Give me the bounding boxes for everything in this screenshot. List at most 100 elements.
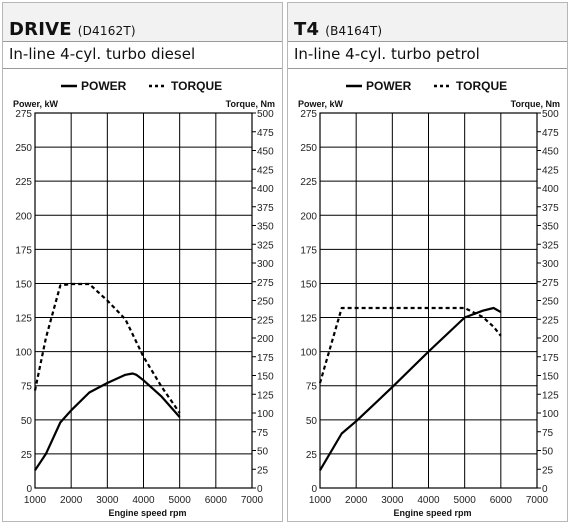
legend-torque-label: TORQUE bbox=[171, 79, 222, 93]
engine-name: DRIVE (D4162T) bbox=[9, 19, 136, 40]
y-left-tick-label: 250 bbox=[15, 143, 32, 154]
x-tick-label: 7000 bbox=[241, 495, 264, 506]
y-left-tick-label: 0 bbox=[311, 484, 317, 495]
y-left-tick-label: 250 bbox=[300, 143, 317, 154]
y-right-tick-label: 375 bbox=[542, 203, 559, 214]
y-left-tick-label: 50 bbox=[306, 416, 318, 427]
y-right-axis-label: Torque, Nm bbox=[226, 99, 275, 109]
y-right-tick-label: 50 bbox=[257, 447, 269, 458]
y-left-tick-label: 100 bbox=[300, 348, 317, 359]
y-right-tick-label: 400 bbox=[542, 184, 559, 195]
y-right-tick-label: 175 bbox=[542, 353, 559, 364]
power-series-line bbox=[319, 306, 502, 471]
legend-power-label: POWER bbox=[366, 79, 412, 93]
y-right-axis-label: Torque, Nm bbox=[511, 99, 560, 109]
torque-series-line bbox=[318, 306, 502, 384]
engine-code: (D4162T) bbox=[77, 24, 136, 38]
y-right-tick-label: 350 bbox=[542, 222, 559, 233]
y-right-tick-label: 325 bbox=[257, 240, 274, 251]
y-right-tick-label: 225 bbox=[542, 315, 559, 326]
x-tick-label: 1000 bbox=[24, 495, 47, 506]
t4-engine-panel: T4 (B4164T) In-line 4-cyl. turbo petrol P… bbox=[287, 2, 568, 522]
y-left-tick-label: 25 bbox=[306, 450, 318, 461]
y-right-tick-label: 100 bbox=[257, 409, 274, 420]
x-tick-label: 4000 bbox=[417, 495, 440, 506]
x-tick-label: 5000 bbox=[169, 495, 192, 506]
y-left-tick-label: 175 bbox=[300, 245, 317, 256]
y-right-tick-label: 150 bbox=[542, 372, 559, 383]
y-right-tick-label: 100 bbox=[542, 409, 559, 420]
engine-subtitle: In-line 4-cyl. turbo petrol bbox=[294, 45, 480, 63]
y-right-tick-label: 425 bbox=[542, 165, 559, 176]
y-right-tick-label: 425 bbox=[257, 165, 274, 176]
engine-name-text: T4 bbox=[294, 19, 320, 40]
engine-name-text: DRIVE bbox=[9, 19, 72, 40]
subtitle-divider bbox=[288, 68, 567, 69]
y-right-tick-label: 325 bbox=[542, 240, 559, 251]
y-right-tick-label: 25 bbox=[257, 465, 269, 476]
y-left-tick-label: 0 bbox=[26, 484, 32, 495]
engine-header: DRIVE (D4162T) bbox=[3, 3, 282, 42]
x-axis-label: Engine speed rpm bbox=[108, 508, 186, 518]
engine-name: T4 (B4164T) bbox=[294, 19, 382, 40]
x-tick-label: 5000 bbox=[454, 495, 477, 506]
y-right-tick-label: 200 bbox=[542, 334, 559, 345]
y-left-tick-label: 275 bbox=[15, 109, 32, 120]
x-tick-label: 2000 bbox=[60, 495, 83, 506]
engine-header: T4 (B4164T) bbox=[288, 3, 567, 42]
drive-performance-chart: POWER TORQUE Power, kW Torque, Nm Engine spe… bbox=[13, 79, 275, 518]
y-right-tick-label: 475 bbox=[257, 128, 274, 139]
plot-frame bbox=[34, 112, 253, 489]
y-right-tick-label: 275 bbox=[542, 278, 559, 289]
y-right-tick-label: 225 bbox=[257, 315, 274, 326]
y-right-tick-label: 250 bbox=[542, 297, 559, 308]
y-right-tick-label: 300 bbox=[257, 259, 274, 270]
y-left-tick-label: 150 bbox=[300, 279, 317, 290]
drive-engine-panel: DRIVE (D4162T) In-line 4-cyl. turbo diese… bbox=[2, 2, 283, 522]
x-tick-label: 4000 bbox=[132, 495, 155, 506]
t4-performance-chart: POWER TORQUE Power, kW Torque, Nm Engine spe… bbox=[298, 79, 560, 518]
legend-power-label: POWER bbox=[81, 79, 127, 93]
y-right-tick-label: 300 bbox=[542, 259, 559, 270]
y-left-axis-label: Power, kW bbox=[298, 99, 344, 109]
subtitle-divider bbox=[3, 68, 282, 69]
y-left-tick-label: 125 bbox=[15, 314, 32, 325]
engine-code: (B4164T) bbox=[325, 24, 383, 38]
y-left-tick-label: 75 bbox=[21, 382, 33, 393]
y-left-tick-label: 175 bbox=[15, 245, 32, 256]
y-left-tick-label: 125 bbox=[300, 314, 317, 325]
y-right-tick-label: 75 bbox=[542, 428, 554, 439]
y-right-tick-label: 400 bbox=[257, 184, 274, 195]
x-tick-label: 7000 bbox=[526, 495, 549, 506]
y-left-tick-label: 75 bbox=[306, 382, 318, 393]
y-left-axis-label: Power, kW bbox=[13, 99, 59, 109]
y-left-tick-label: 150 bbox=[15, 279, 32, 290]
legend-torque-label: TORQUE bbox=[456, 79, 507, 93]
y-right-tick-label: 500 bbox=[542, 109, 559, 120]
y-left-tick-label: 275 bbox=[300, 109, 317, 120]
y-left-tick-label: 225 bbox=[15, 177, 32, 188]
y-right-tick-label: 200 bbox=[257, 334, 274, 345]
x-tick-label: 3000 bbox=[381, 495, 404, 506]
x-axis-label: Engine speed rpm bbox=[393, 508, 471, 518]
y-right-tick-label: 75 bbox=[257, 428, 269, 439]
x-tick-label: 6000 bbox=[490, 495, 513, 506]
y-right-tick-label: 375 bbox=[257, 203, 274, 214]
y-left-tick-label: 200 bbox=[300, 211, 317, 222]
power-series-line bbox=[34, 372, 181, 471]
y-right-tick-label: 150 bbox=[257, 372, 274, 383]
y-left-tick-label: 50 bbox=[21, 416, 33, 427]
y-right-tick-label: 275 bbox=[257, 278, 274, 289]
y-right-tick-label: 175 bbox=[257, 353, 274, 364]
y-left-tick-label: 200 bbox=[15, 211, 32, 222]
torque-series-line bbox=[33, 282, 181, 414]
y-right-tick-label: 125 bbox=[542, 390, 559, 401]
y-right-tick-label: 125 bbox=[257, 390, 274, 401]
y-left-tick-label: 100 bbox=[15, 348, 32, 359]
y-right-tick-label: 475 bbox=[542, 128, 559, 139]
y-left-tick-label: 25 bbox=[21, 450, 33, 461]
y-right-tick-label: 0 bbox=[542, 484, 548, 495]
y-right-tick-label: 50 bbox=[542, 447, 554, 458]
plot-frame bbox=[319, 112, 538, 489]
y-right-tick-label: 450 bbox=[257, 147, 274, 158]
